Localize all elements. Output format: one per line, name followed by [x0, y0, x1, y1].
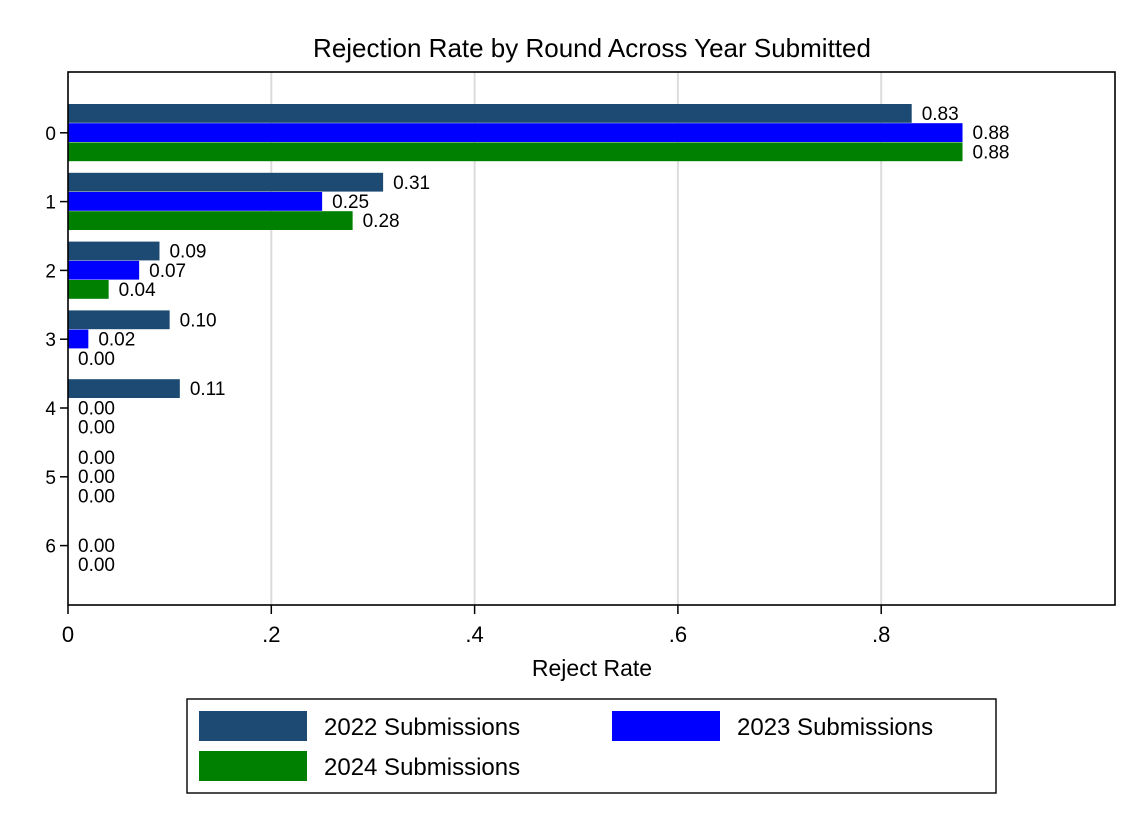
y-tick-label: 3	[45, 330, 56, 351]
data-label: 0.00	[78, 448, 115, 469]
bar	[68, 192, 323, 211]
legend-swatch	[612, 711, 720, 741]
legend-label: 2024 Submissions	[324, 754, 520, 781]
legend-label: 2022 Submissions	[324, 714, 520, 741]
data-label: 0.88	[973, 123, 1010, 144]
y-tick-label: 5	[45, 468, 56, 489]
data-label: 0.04	[119, 280, 156, 301]
bar	[68, 211, 353, 230]
x-axis-label: Reject Rate	[532, 655, 652, 681]
x-tick-label: 0	[62, 622, 74, 647]
x-axis-ticks: 0 .2 .4 .6 .8	[62, 605, 890, 647]
data-labels: 0.83 0.880.88 0.31 0.250.28 0.090.070.04 0.10…	[78, 104, 1010, 576]
bar	[68, 104, 912, 123]
bar	[68, 329, 89, 349]
data-label: 0.02	[98, 330, 135, 351]
legend-swatch	[199, 751, 307, 781]
y-tick-label: 4	[45, 399, 56, 420]
legend-box	[186, 698, 997, 794]
y-axis-ticks: 0 1 2 3 4 5 6	[45, 124, 68, 558]
data-label: 0.00	[78, 486, 115, 507]
legend-swatch	[199, 711, 307, 741]
data-label: 0.11	[190, 379, 226, 400]
data-label: 0.28	[363, 211, 400, 232]
data-label: 0.00	[78, 555, 115, 576]
y-tick-label: 6	[45, 537, 56, 558]
x-tick-label: .4	[465, 622, 483, 647]
data-label: 0.00	[78, 398, 115, 419]
bars	[68, 104, 963, 398]
bar	[68, 241, 160, 261]
y-tick-label: 2	[45, 261, 56, 282]
bar	[68, 310, 170, 330]
chart-title: Rejection Rate by Round Across Year Subm…	[313, 33, 871, 63]
data-label: 0.00	[78, 418, 115, 439]
data-label: 0.09	[169, 242, 206, 263]
bar	[68, 142, 963, 162]
y-tick-label: 1	[45, 193, 56, 214]
legend: 2022 Submissions 2023 Submissions 2024 Sub…	[186, 698, 997, 794]
data-label: 0.00	[78, 536, 115, 557]
x-tick-label: .8	[872, 622, 890, 647]
data-label: 0.07	[149, 261, 186, 282]
y-tick-label: 0	[45, 124, 56, 145]
data-label: 0.10	[180, 310, 217, 331]
x-tick-label: .6	[669, 622, 687, 647]
bar	[68, 123, 963, 142]
x-tick-label: .2	[262, 622, 280, 647]
bar	[68, 260, 140, 280]
bar	[68, 280, 109, 299]
bar	[68, 379, 180, 398]
data-label: 0.88	[973, 142, 1010, 163]
data-label: 0.00	[78, 467, 115, 488]
data-label: 0.31	[393, 173, 430, 194]
data-label: 0.83	[922, 104, 959, 125]
data-label: 0.25	[332, 192, 369, 213]
bar	[68, 172, 384, 192]
data-label: 0.00	[78, 349, 115, 370]
legend-label: 2023 Submissions	[737, 714, 933, 741]
